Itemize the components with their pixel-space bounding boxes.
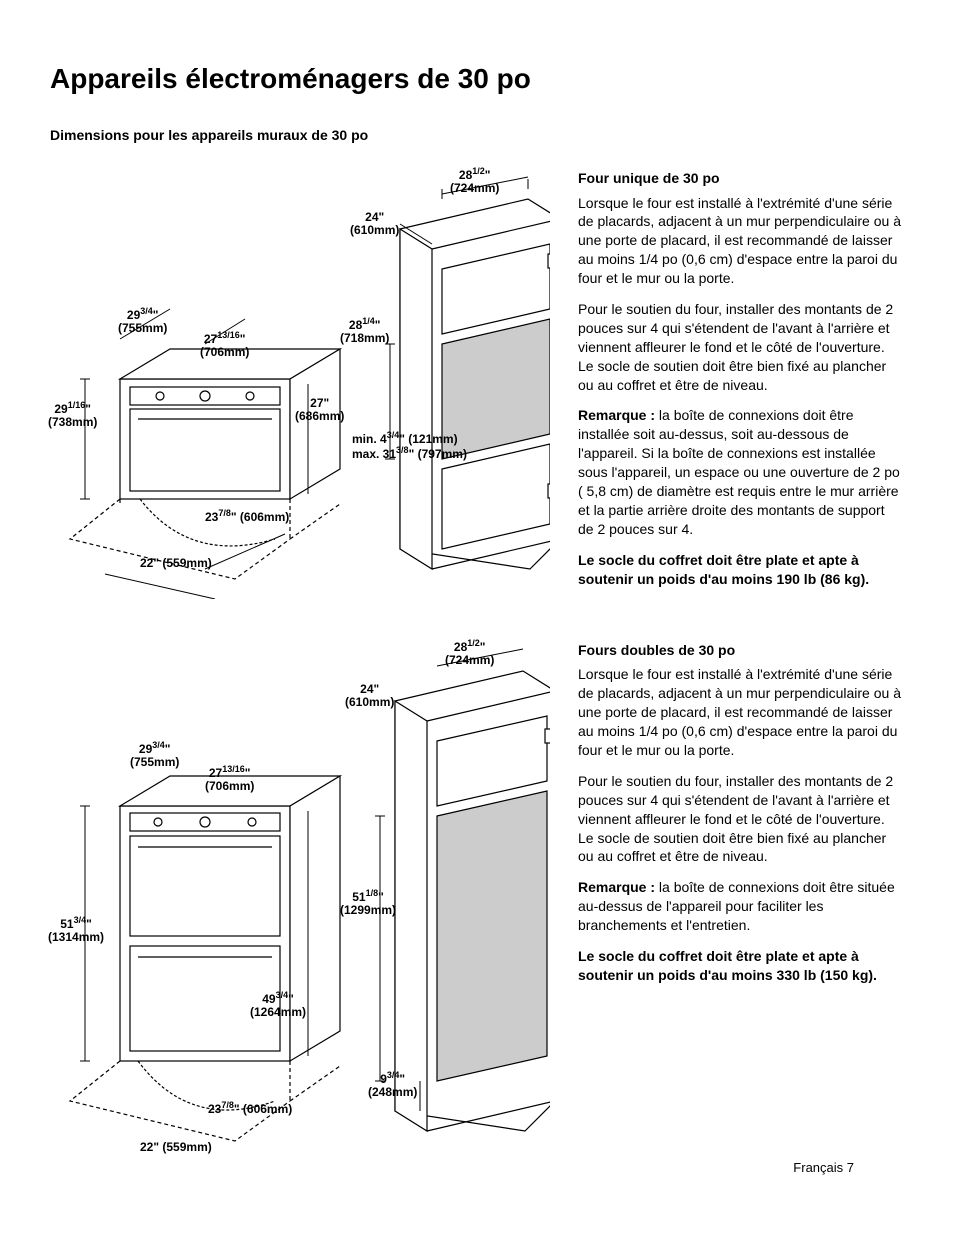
dim-22: 22" (559mm)	[140, 557, 212, 570]
ddim-51-34: 513/4" (1314mm)	[48, 916, 104, 944]
ddim-28-12: 281/2" (724mm)	[445, 639, 494, 667]
dim-29-116: 291/16" (738mm)	[48, 401, 97, 429]
single-p2: Pour le soutien du four, installer des m…	[578, 300, 904, 394]
double-heading: Fours doubles de 30 po	[578, 641, 904, 660]
dim-29-34: 293/4" (755mm)	[118, 307, 167, 335]
double-p1: Lorsque le four est installé à l'extrémi…	[578, 665, 904, 759]
ddim-23-78: 237/8" (606mm)	[208, 1101, 292, 1116]
double-p4: Le socle du coffret doit être plate et a…	[578, 947, 904, 985]
ddim-27-1316: 2713/16" (706mm)	[205, 765, 254, 793]
single-p3: Remarque : la boîte de connexions doit ê…	[578, 406, 904, 538]
double-oven-row: 281/2" (724mm) 24" (610mm) 293/4" (755mm…	[50, 641, 904, 1171]
dim-28-12: 281/2" (724mm)	[450, 167, 499, 195]
ddim-24: 24" (610mm)	[345, 683, 394, 709]
single-oven-row: 281/2" (724mm) 24" (610mm) 281/4" (718mm…	[50, 169, 904, 601]
page-subtitle: Dimensions pour les appareils muraux de …	[50, 126, 904, 145]
ddim-49-34: 493/4" (1264mm)	[250, 991, 306, 1019]
single-oven-diagram: 281/2" (724mm) 24" (610mm) 281/4" (718mm…	[50, 169, 550, 599]
ddim-51-18: 511/8" (1299mm)	[340, 889, 396, 917]
dim-27-1316: 2713/16" (706mm)	[200, 331, 249, 359]
dim-23-78: 237/8" (606mm)	[205, 509, 289, 524]
dim-min-max: min. 43/4" (121mm) max. 313/8" (797mm)	[352, 431, 467, 461]
single-heading: Four unique de 30 po	[578, 169, 904, 188]
single-p1: Lorsque le four est installé à l'extrémi…	[578, 194, 904, 288]
double-p3: Remarque : la boîte de connexions doit ê…	[578, 878, 904, 935]
dim-27: 27" (686mm)	[295, 397, 344, 423]
ddim-22: 22" (559mm)	[140, 1141, 212, 1154]
double-oven-text: Fours doubles de 30 po Lorsque le four e…	[578, 641, 904, 1171]
page-title: Appareils électroménagers de 30 po	[50, 60, 904, 98]
dim-28-14: 281/4" (718mm)	[340, 317, 389, 345]
single-oven-text: Four unique de 30 po Lorsque le four est…	[578, 169, 904, 601]
dim-24: 24" (610mm)	[350, 211, 399, 237]
page-footer: Français 7	[793, 1159, 854, 1177]
double-oven-diagram: 281/2" (724mm) 24" (610mm) 293/4" (755mm…	[50, 641, 550, 1171]
ddim-9-34: 93/4" (248mm)	[368, 1071, 417, 1099]
ddim-29-34: 293/4" (755mm)	[130, 741, 179, 769]
double-p2: Pour le soutien du four, installer des m…	[578, 772, 904, 866]
single-p4: Le socle du coffret doit être plate et a…	[578, 551, 904, 589]
